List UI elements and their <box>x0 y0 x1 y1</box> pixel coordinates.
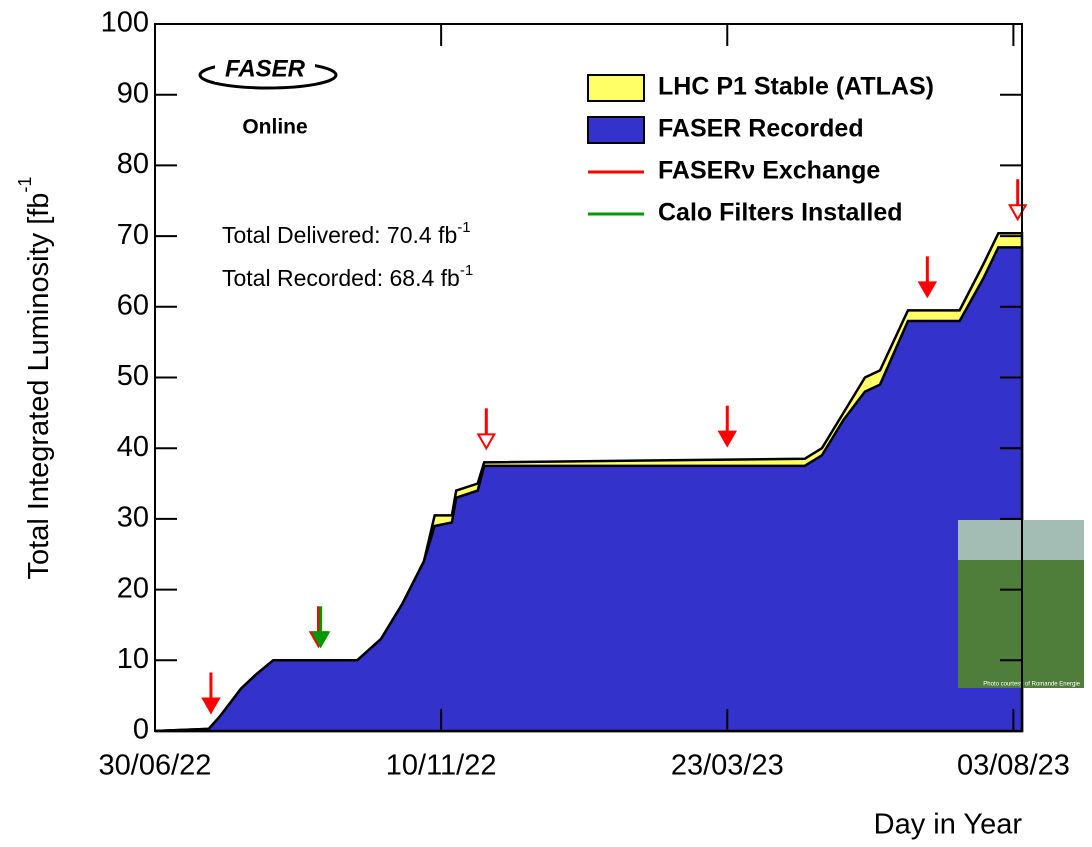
event-arrow <box>476 408 497 451</box>
logo-bg <box>215 60 315 82</box>
photo-credit: Photo courtesy of Romande Energie <box>983 682 1080 688</box>
x-tick-label: 30/06/22 <box>99 750 212 782</box>
x-tick-label: 23/03/23 <box>671 750 784 782</box>
y-tick-label: 0 <box>133 714 149 746</box>
x-axis-label: Day in Year <box>874 809 1023 841</box>
annotation-sup: -1 <box>457 219 470 236</box>
arrow-head <box>1007 204 1028 222</box>
annotation: Total Delivered: 70.4 fb-1 <box>222 219 471 248</box>
arrow-head <box>917 281 938 299</box>
x-tick-label: 10/11/22 <box>386 750 497 782</box>
event-arrow <box>917 256 938 299</box>
y-tick-label: 20 <box>117 572 149 604</box>
arrow-head <box>476 433 497 451</box>
event-arrow <box>310 606 331 649</box>
y-tick-label: 30 <box>117 502 149 534</box>
y-tick-label: 80 <box>117 148 149 180</box>
y-tick-label: 10 <box>117 643 149 675</box>
event-arrow <box>717 405 737 448</box>
arrow-head <box>201 697 221 715</box>
logo-subtitle: Online <box>242 116 307 139</box>
event-arrow <box>201 672 221 715</box>
legend-label: FASERν Exchange <box>658 157 880 185</box>
logo: FASER Online <box>198 55 338 139</box>
y-tick-label: 50 <box>117 360 149 392</box>
annotation: Total Recorded: 68.4 fb-1 <box>222 262 473 291</box>
legend-label: FASER Recorded <box>658 115 864 143</box>
legend-swatch <box>587 116 645 144</box>
legend-swatch <box>587 74 645 102</box>
area <box>154 246 1024 733</box>
arrow-head <box>717 430 737 448</box>
annotation-text: Total Delivered: 70.4 fb <box>222 222 457 248</box>
legend-label: Calo Filters Installed <box>658 199 903 227</box>
y-tick-label: 60 <box>117 289 149 321</box>
annotation-sup: -1 <box>460 262 473 279</box>
y-tick-label: 90 <box>117 77 149 109</box>
event-arrow <box>1007 179 1028 222</box>
legend-label: LHC P1 Stable (ATLAS) <box>658 73 934 101</box>
y-axis-label: Total Integrated Luminosity [fb-1 <box>15 177 55 580</box>
arrow-head <box>310 631 331 649</box>
y-tick-label: 70 <box>117 219 149 251</box>
y-tick-label: 100 <box>101 7 149 39</box>
y-tick-label: 40 <box>117 431 149 463</box>
annotation-text: Total Recorded: 68.4 fb <box>222 265 460 291</box>
x-tick-label: 03/08/23 <box>957 750 1070 782</box>
logo-title: FASER <box>225 55 306 82</box>
y-axis-label-text: Total Integrated Luminosity [fb <box>23 193 55 580</box>
y-axis-label-sup: -1 <box>15 177 35 193</box>
